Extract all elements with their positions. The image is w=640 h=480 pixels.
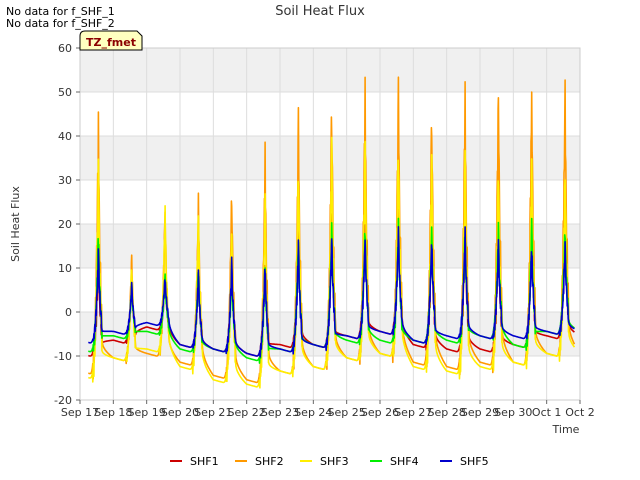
y-tick-label: 50 xyxy=(58,86,72,99)
x-tick-label: Sep 20 xyxy=(161,406,199,419)
y-tick-label: -20 xyxy=(54,394,72,407)
x-tick-label: Oct 1 xyxy=(532,406,562,419)
y-tick-label: -10 xyxy=(54,350,72,363)
y-tick-label: 0 xyxy=(65,306,72,319)
chart-title: Soil Heat Flux xyxy=(275,4,365,19)
y-tick-label: 10 xyxy=(58,262,72,275)
tz-fmet-badge: TZ_fmet xyxy=(79,30,143,51)
x-tick-label: Sep 24 xyxy=(294,406,332,419)
x-tick-label: Sep 21 xyxy=(194,406,232,419)
x-tick-label: Sep 22 xyxy=(228,406,266,419)
x-tick-label: Sep 28 xyxy=(428,406,466,419)
legend-label-shf4: SHF4 xyxy=(390,455,419,468)
series-line-shf5 xyxy=(87,226,575,358)
y-tick-label: 20 xyxy=(58,218,72,231)
y-tick-label: 60 xyxy=(58,42,72,55)
x-tick-label: Sep 29 xyxy=(461,406,499,419)
y-tick-label: 30 xyxy=(58,174,72,187)
x-tick-label: Sep 19 xyxy=(128,406,166,419)
x-tick-label: Sep 25 xyxy=(328,406,366,419)
grid-band xyxy=(80,136,580,180)
legend-label-shf2: SHF2 xyxy=(255,455,284,468)
y-axis-label: Soil Heat Flux xyxy=(9,186,22,262)
y-axis-ticks: -20 -10 0 10 20 30 40 50 60 xyxy=(54,42,80,407)
grid-band xyxy=(80,48,580,92)
legend-label-shf3: SHF3 xyxy=(320,455,349,468)
legend: SHF1 SHF2 SHF3 SHF4 SHF5 xyxy=(170,455,489,468)
x-tick-label: Sep 23 xyxy=(261,406,299,419)
series-line-shf3 xyxy=(87,136,576,389)
x-tick-label: Sep 18 xyxy=(94,406,132,419)
x-tick-label: Oct 2 xyxy=(565,406,595,419)
y-tick-label: 40 xyxy=(58,130,72,143)
legend-label-shf1: SHF1 xyxy=(190,455,219,468)
no-data-note-2: No data for f_SHF_2 xyxy=(6,17,115,30)
x-tick-label: Sep 30 xyxy=(494,406,532,419)
badge-label: TZ_fmet xyxy=(86,36,136,49)
x-axis-label: Time xyxy=(552,423,580,436)
x-tick-label: Sep 26 xyxy=(361,406,399,419)
series-lines xyxy=(87,76,576,389)
x-tick-label: Sep 27 xyxy=(394,406,432,419)
x-tick-label: Sep 17 xyxy=(61,406,99,419)
no-data-note-1: No data for f_SHF_1 xyxy=(6,5,115,18)
legend-label-shf5: SHF5 xyxy=(460,455,489,468)
